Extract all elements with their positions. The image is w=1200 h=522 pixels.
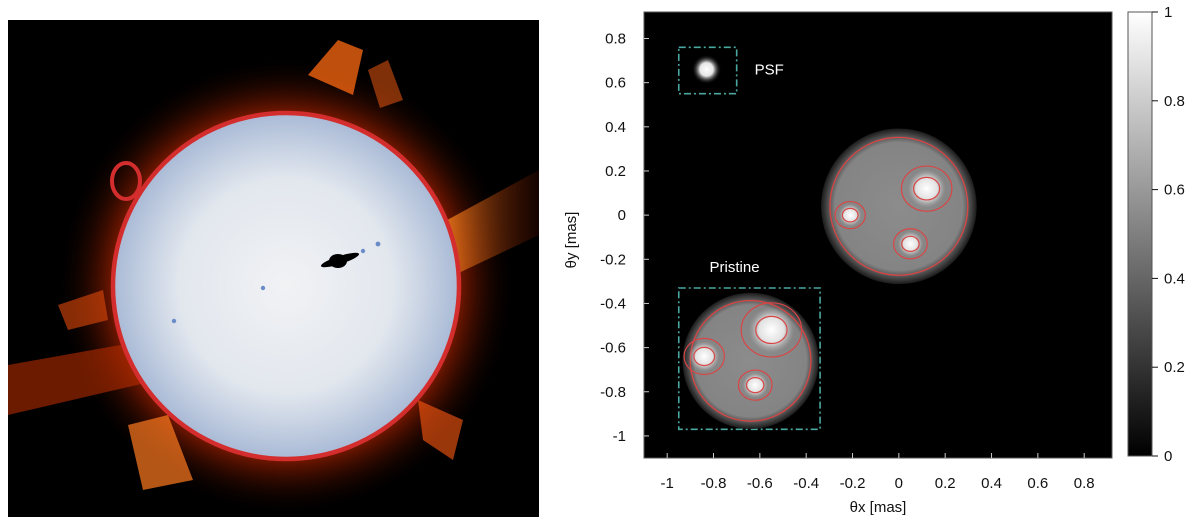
spot-contour-inner [913,176,941,201]
spot-contour-outer [740,302,803,358]
x-ticks: -1 -0.8 -0.6 -0.4 -0.2 0 0.2 0.4 0.6 0.8 [660,453,1095,492]
moon-dot-icon [260,285,266,291]
y-tick-label: -0.4 [600,295,626,312]
y-tick-label: 0.8 [605,30,626,47]
spot-contour-inner [745,377,765,394]
spot-contour-inner [841,207,859,223]
x-tick-label: -0.4 [793,475,819,492]
y-tick-label: 0.2 [605,163,626,180]
x-tick-label: -0.2 [840,475,866,492]
dashed-box [677,287,821,431]
colorbar-tick-label: 0.2 [1164,359,1185,376]
solar-illustration-svg [8,20,539,517]
x-tick-label: 0.4 [981,475,1002,492]
reconstructed-disk [821,128,977,285]
heatmap-chart: PSF Pristine -1 -0.8 -0.6 -0.4 -0.2 0 0.2 0.4 0.6… [548,0,1200,517]
bright-spot [748,307,795,353]
dashed-box [677,46,738,95]
y-tick-label: 0 [618,207,626,224]
psf-label: PSF [755,61,784,78]
moon-dot-icon [375,241,381,247]
colorbar-tick-label: 0.6 [1164,182,1185,199]
x-tick-label: 0.8 [1074,475,1095,492]
y-tick-label: 0.4 [605,119,626,136]
x-tick-label: -0.6 [747,475,773,492]
colorbar-tick-label: 0.4 [1164,270,1185,287]
x-axis-label: θx [mas] [850,499,907,516]
spot-contour-outer [900,165,953,212]
plot-frame [643,11,1113,459]
psf-spot [691,54,722,85]
solar-illustration [8,20,539,517]
objects-layer: PSF Pristine [677,46,977,431]
moon-dot-icon [171,318,177,324]
y-tick-label: -0.8 [600,384,626,401]
y-tick-label: -1 [613,428,626,445]
heatmap-svg: PSF Pristine -1 -0.8 -0.6 -0.4 -0.2 0 0.2 0.4 0.6… [563,4,1185,516]
spot-contour-inner [901,235,920,252]
spot-contour-outer [683,337,725,376]
moon-dot-icon [360,248,366,254]
colorbar-ticks: 1 0.8 0.6 0.4 0.2 0 [1152,4,1185,465]
bright-spot [742,372,768,398]
outer-contour [829,136,969,276]
colorbar-tick-label: 0 [1164,448,1172,465]
bright-spot [897,231,924,257]
spot-contour-inner [693,346,716,367]
spot-contour-outer [737,369,773,401]
bright-spot [688,341,720,372]
y-ticks: 0.8 0.6 0.4 0.2 0 -0.2 -0.4 -0.6 -0.8 -1 [600,30,649,445]
y-tick-label: -0.6 [600,340,626,357]
bright-spot [838,203,862,227]
spot-contour-inner [755,315,788,345]
pristine-label: Pristine [710,259,760,276]
y-axis-label: θy [mas] [563,212,580,269]
x-tick-label: -0.8 [701,475,727,492]
x-tick-label: 0.6 [1027,475,1048,492]
x-tick-label: 0.2 [935,475,956,492]
spot-contour-outer [893,228,928,260]
colorbar-tick-label: 1 [1164,4,1172,21]
colorbar [1127,11,1153,457]
saturn-silhouette-icon [320,252,360,268]
sun-disk [110,110,462,462]
x-tick-label: 0 [895,475,903,492]
colorbar-tick-label: 0.8 [1164,93,1185,110]
x-tick-label: -1 [660,475,673,492]
y-tick-label: -0.2 [600,251,626,268]
bright-spot [907,169,946,208]
y-tick-label: 0.6 [605,75,626,92]
spot-contour-outer [834,200,866,230]
